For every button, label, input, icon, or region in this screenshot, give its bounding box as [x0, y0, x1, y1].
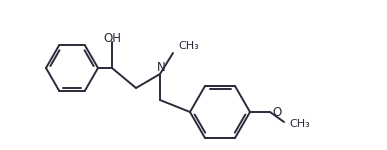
Text: CH₃: CH₃ [178, 41, 199, 51]
Text: CH₃: CH₃ [289, 119, 310, 129]
Text: OH: OH [103, 32, 121, 45]
Text: O: O [272, 105, 281, 118]
Text: N: N [157, 61, 165, 74]
